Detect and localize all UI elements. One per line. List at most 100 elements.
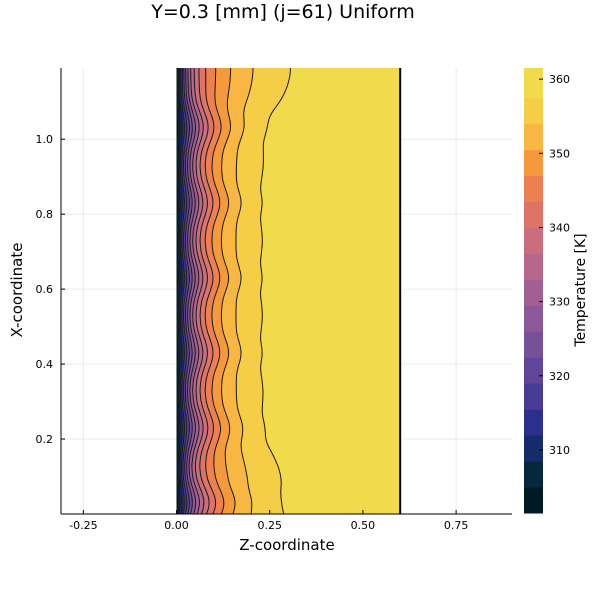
colorbar-segment <box>524 305 543 332</box>
contour-band <box>185 266 189 271</box>
contour-band <box>213 225 224 230</box>
contour-band <box>194 255 200 260</box>
contour-band <box>192 157 197 163</box>
contour-band <box>176 281 179 286</box>
contour-band <box>215 82 231 88</box>
contour-band <box>215 146 225 151</box>
contour-band <box>198 79 207 84</box>
contour-band <box>189 240 194 245</box>
contour-band <box>228 431 243 436</box>
contour-band <box>185 150 189 155</box>
contour-band <box>236 161 264 166</box>
contour-band <box>194 480 198 485</box>
contour-band <box>200 457 207 463</box>
colorbar-segment <box>524 331 543 358</box>
contour-band <box>200 247 207 253</box>
contour-band <box>263 236 401 241</box>
colorbar-segment <box>524 461 543 488</box>
contour-band <box>195 469 201 474</box>
contour-band <box>227 341 240 346</box>
contour-band <box>176 341 179 346</box>
contour-band <box>260 262 401 268</box>
contour-band <box>194 285 198 290</box>
contour-band <box>178 409 181 414</box>
contour-band <box>181 139 185 144</box>
contour-band <box>212 195 221 200</box>
contour-band <box>189 472 194 478</box>
contour-band <box>239 187 263 193</box>
x-axis-label: Z-coordinate <box>239 536 334 554</box>
contour-band <box>195 236 201 241</box>
contour-band <box>198 82 207 88</box>
contour-band <box>264 420 401 425</box>
contour-line <box>179 68 183 515</box>
contour-band <box>186 495 189 500</box>
contour-band <box>186 109 191 114</box>
contour-band <box>236 397 264 403</box>
contour-band <box>207 420 213 425</box>
contour-band <box>195 465 201 470</box>
contour-band <box>195 307 201 313</box>
contour-band <box>261 202 401 208</box>
contour-band <box>210 364 218 369</box>
contour-band <box>263 390 401 395</box>
contour-band <box>210 289 218 294</box>
contour-band <box>179 427 184 433</box>
contour-band <box>251 495 282 500</box>
contour-band <box>221 232 237 238</box>
contour-band <box>212 232 222 238</box>
colorbar-tick-label: 340 <box>549 221 570 234</box>
contour-band <box>263 169 401 174</box>
contour-line <box>177 68 179 515</box>
contour-band <box>185 367 188 373</box>
contour-band <box>192 499 197 504</box>
contour-band <box>184 304 186 309</box>
contour-band <box>219 274 230 279</box>
contour-band <box>261 409 401 414</box>
contour-band <box>237 150 264 155</box>
contour-band <box>189 367 194 373</box>
contour-band <box>215 97 228 103</box>
contour-band <box>197 285 203 290</box>
contour-band <box>186 457 191 463</box>
contour-band <box>221 247 237 253</box>
contour-band <box>195 319 201 324</box>
contour-band <box>203 259 210 264</box>
contour-band <box>206 82 216 88</box>
contour-band <box>219 352 230 358</box>
contour-band <box>227 416 242 421</box>
contour-band <box>189 450 194 455</box>
contour-band <box>191 146 195 151</box>
contour-band <box>195 349 200 354</box>
contour-band <box>192 379 198 384</box>
contour-band <box>188 75 192 80</box>
contour-band <box>189 390 194 395</box>
contour-band <box>181 289 185 294</box>
contour-band <box>216 214 227 219</box>
contour-band <box>178 506 181 511</box>
contour-band <box>189 109 194 114</box>
contour-band <box>184 491 186 496</box>
contour-band <box>204 337 212 343</box>
contour-band <box>252 79 289 84</box>
contour-band <box>188 139 191 144</box>
contour-band <box>185 487 188 493</box>
contour-band <box>182 375 185 380</box>
contour-band <box>197 435 203 440</box>
contour-band <box>209 109 218 114</box>
contour-band <box>237 292 261 298</box>
contour-band <box>176 199 179 204</box>
contour-band <box>189 259 194 264</box>
contour-band <box>184 394 186 399</box>
contour-band <box>179 124 184 129</box>
contour-band <box>261 274 401 279</box>
contour-band <box>189 217 194 223</box>
contour-band <box>207 491 215 496</box>
contour-band <box>189 187 194 193</box>
contour-band <box>179 465 182 470</box>
contour-band <box>215 86 230 91</box>
contour-band <box>189 124 194 129</box>
contour-band <box>221 124 231 129</box>
contour-band <box>185 307 189 313</box>
colorbar-tick-label: 350 <box>549 147 570 160</box>
